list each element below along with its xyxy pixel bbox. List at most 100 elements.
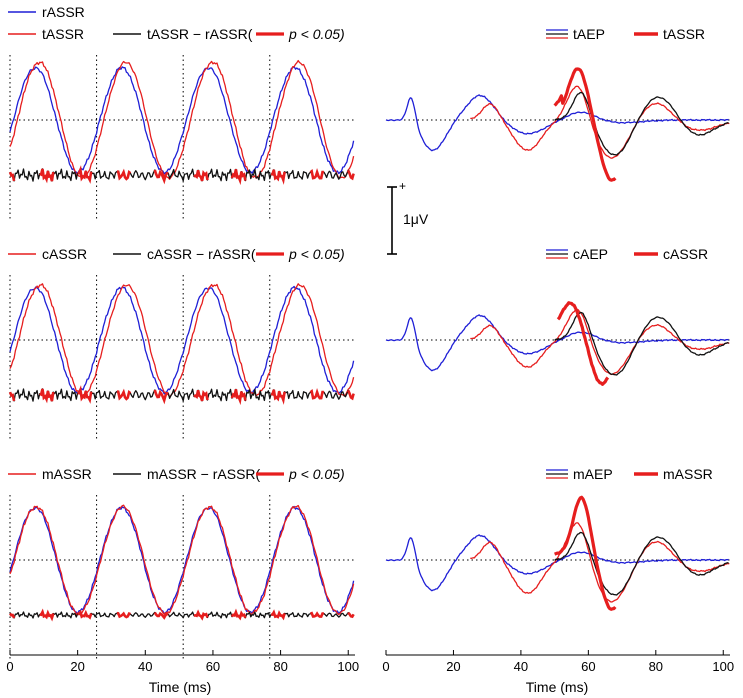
x-tick-label: 40	[514, 659, 528, 674]
series-taep-black	[554, 91, 729, 156]
x-axis-label-left: Time (ms)	[149, 679, 211, 695]
legend-label-maep: mAEP	[573, 466, 613, 482]
significant-segment	[270, 169, 286, 185]
legend-label-rassr: rASSR	[42, 4, 85, 20]
scale-bar-label: 1μV	[403, 211, 429, 227]
significant-segment	[230, 389, 247, 406]
legend-label-taep: tAEP	[573, 26, 605, 42]
significant-segment	[39, 168, 55, 184]
series-rassr	[9, 285, 355, 395]
plot-left-bottom	[9, 495, 355, 660]
plot-left-middle	[8, 275, 355, 440]
panel-right-middle: cAEP cASSR	[385, 246, 730, 386]
legend-label-massr-right: mASSR	[663, 466, 713, 482]
legend-left-bottom: mASSR mASSR − rASSR( p < 0.05)	[8, 466, 345, 482]
x-tick-label: 100	[337, 659, 359, 674]
scale-bar-plus: +	[399, 179, 406, 193]
x-tick-label: 20	[70, 659, 84, 674]
legend-right-middle: cAEP cASSR	[546, 246, 708, 262]
legend-label-sig: p < 0.05)	[288, 246, 345, 262]
significant-segment	[39, 388, 55, 404]
series-raep	[385, 314, 729, 372]
significant-segment	[8, 391, 16, 402]
legend-label-cassr-right: cASSR	[663, 246, 708, 262]
plot-right-middle	[385, 301, 730, 386]
series-cassr	[9, 283, 355, 398]
series-cassr	[556, 301, 610, 386]
significant-segment	[193, 389, 209, 402]
series-massr	[554, 495, 617, 611]
significant-segment	[153, 169, 169, 185]
significant-segment	[309, 611, 324, 618]
legend-right-top: tAEP tASSR	[546, 26, 705, 42]
series-maep	[470, 522, 730, 603]
x-tick-label: 80	[649, 659, 663, 674]
legend-label-sig: p < 0.05)	[288, 466, 345, 482]
legend-left-middle: cASSR cASSR − rASSR( p < 0.05)	[8, 246, 345, 262]
significant-segment	[153, 389, 169, 405]
x-tick-label: 20	[446, 659, 460, 674]
panel-right-bottom: mAEP mASSR 0 20 40 60 80 100 Time (ms)	[382, 466, 734, 695]
significant-segment	[116, 388, 132, 401]
significant-segment	[309, 167, 324, 180]
series-raep	[385, 94, 729, 152]
legend-label-caep: cAEP	[573, 246, 608, 262]
significant-segment	[39, 608, 55, 622]
significant-segment	[230, 608, 247, 621]
significant-segment	[270, 389, 286, 405]
series-tassr	[9, 59, 355, 180]
series-cassr-rassr	[9, 388, 355, 402]
series-maep-black	[554, 531, 729, 596]
x-tick-label: 40	[138, 659, 152, 674]
significant-segment	[116, 168, 132, 181]
legend-label-sig: p < 0.05)	[288, 26, 345, 42]
significant-segment	[116, 611, 131, 619]
legend-label-diff: mASSR − rASSR(	[147, 466, 261, 482]
x-axis-label-right: Time (ms)	[526, 679, 588, 695]
significant-segment	[77, 609, 93, 620]
panel-right-top: tAEP tASSR	[385, 26, 730, 182]
significant-segment	[347, 389, 355, 401]
legend-label-cassr: cASSR	[42, 246, 87, 262]
significant-segment	[77, 165, 93, 184]
significant-segment	[230, 169, 247, 186]
series-caep-black	[554, 311, 729, 376]
panel-left-bottom: mASSR mASSR − rASSR( p < 0.05) 0 20 40 60 80…	[6, 466, 359, 695]
significant-segment	[193, 609, 209, 621]
panel-left-top: rASSR tASSR tASSR − rASSR( p < 0.05)	[8, 4, 355, 220]
legend-right-bottom: mAEP mASSR	[546, 466, 713, 482]
legend-label-diff: tASSR − rASSR(	[147, 26, 253, 42]
series-caep	[470, 308, 730, 376]
panel-left-middle: cASSR cASSR − rASSR( p < 0.05)	[8, 246, 355, 440]
scale-bar: + 1μV	[387, 179, 429, 255]
x-tick-label: 100	[712, 659, 734, 674]
x-axis-left: 0 20 40 60 80 100	[6, 650, 359, 674]
x-tick-label: 0	[382, 659, 389, 674]
legend-label-diff: cASSR − rASSR(	[147, 246, 256, 262]
plot-right-top	[385, 67, 730, 182]
significant-segment	[153, 611, 169, 620]
significant-segment	[271, 609, 286, 621]
significant-segment	[347, 169, 355, 181]
significant-segment	[9, 612, 16, 619]
significant-segment	[309, 387, 324, 400]
significant-segment	[193, 169, 209, 182]
plot-left-top	[8, 55, 355, 220]
significant-segment	[347, 611, 355, 619]
series-tassr	[553, 67, 617, 182]
legend-label-massr: mASSR	[42, 466, 92, 482]
legend-label-tassr-right: tASSR	[663, 26, 705, 42]
series-tassr-rassr	[9, 168, 355, 182]
significant-segment	[77, 385, 93, 404]
legend-label-tassr: tASSR	[42, 26, 84, 42]
series-rassr	[9, 65, 355, 175]
series-raep	[385, 534, 729, 592]
x-tick-label: 60	[206, 659, 220, 674]
x-tick-label: 80	[273, 659, 287, 674]
significant-segment	[8, 171, 16, 182]
x-axis-right: 0 20 40 60 80 100	[382, 650, 734, 674]
legend-left-top: rASSR tASSR tASSR − rASSR( p < 0.05)	[8, 4, 345, 42]
x-tick-label: 60	[581, 659, 595, 674]
series-massr-rassr	[9, 611, 355, 619]
